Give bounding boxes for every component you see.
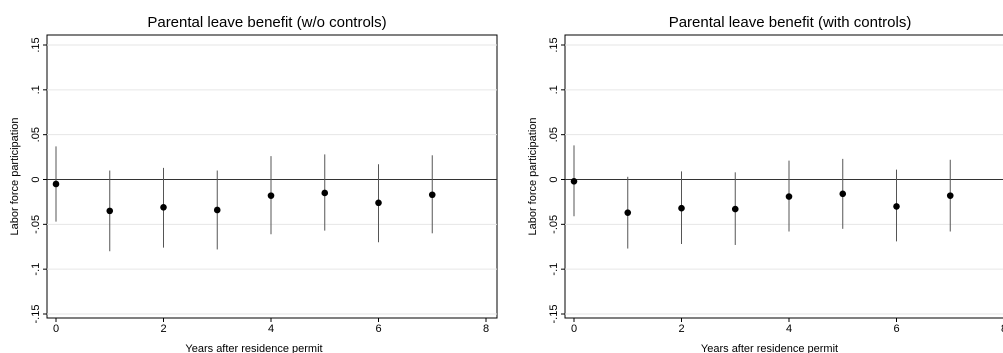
right-panel-y-tick-label: 0 [548, 176, 560, 182]
right-panel-point [678, 204, 685, 212]
right-panel-y-tick-label: .15 [548, 37, 560, 52]
left-panel-y-axis-label: Labor force participation [9, 117, 21, 235]
left-panel-point [267, 192, 275, 199]
right-panel-x-axis-label: Years after residence permit [701, 343, 838, 353]
left-panel-title: Parental leave benefit (w/o controls) [147, 14, 386, 31]
left-panel-y-tick-label: -.15 [30, 305, 42, 324]
right-panel-point [839, 190, 847, 198]
left-panel-point [52, 180, 60, 188]
right-panel-y-tick-label: -.15 [548, 305, 560, 324]
left-panel-point [375, 199, 382, 207]
left-panel-y-tick-label: .1 [30, 85, 42, 94]
left-panel-x-axis-label: Years after residence permit [185, 343, 322, 353]
left-panel-x-tick-label: 4 [268, 323, 274, 335]
right-panel-point [946, 192, 954, 199]
right-panel-x-tick-label: 8 [1001, 323, 1003, 335]
right-panel-point [785, 193, 793, 200]
left-panel-y-tick-label: 0 [30, 176, 42, 182]
left-panel-x-tick-label: 8 [483, 323, 489, 335]
left-panel-x-tick-label: 2 [160, 323, 166, 335]
left-panel: -.15 -.1 -.05 0 .05 .1 .15 0 2 4 6 8 Parental leave … [9, 14, 498, 353]
right-panel-y-tick-label: .05 [548, 127, 560, 142]
right-panel-point [731, 205, 739, 213]
right-panel-point [893, 203, 900, 210]
right-panel-y-tick-label: -.05 [548, 215, 560, 234]
left-panel-point [213, 206, 221, 214]
left-panel-y-tick-label: .15 [30, 37, 42, 52]
right-panel-x-tick-label: 2 [678, 323, 684, 335]
left-panel-y-tick-label: -.05 [30, 215, 42, 234]
left-panel-x-tick-label: 0 [53, 323, 59, 335]
left-panel-y-tick-label: -.1 [30, 263, 42, 276]
right-panel-plot-area [564, 34, 1003, 319]
right-panel-y-tick-label: -.1 [548, 263, 560, 276]
right-panel-x-tick-label: 0 [571, 323, 577, 335]
right-panel-y-tick-label: .1 [548, 85, 560, 94]
left-panel-point [428, 191, 436, 199]
left-panel-plot-area [46, 34, 498, 319]
right-panel-y-axis-label: Labor force participation [527, 117, 539, 235]
left-panel-point [321, 189, 329, 197]
right-panel-x-tick-label: 4 [786, 323, 792, 335]
left-panel-point [160, 203, 167, 211]
left-panel-x-tick-label: 6 [375, 323, 381, 335]
right-panel-point [570, 177, 578, 185]
left-panel-y-tick-label: .05 [30, 127, 42, 142]
right-panel-x-tick-label: 6 [893, 323, 899, 335]
right-panel-point [624, 209, 632, 216]
left-panel-point [106, 207, 114, 215]
right-panel-title: Parental leave benefit (with controls) [669, 14, 912, 31]
right-panel: -.15 -.1 -.05 0 .05 .1 .15 0 2 4 6 8 Parental leave … [527, 14, 1003, 353]
